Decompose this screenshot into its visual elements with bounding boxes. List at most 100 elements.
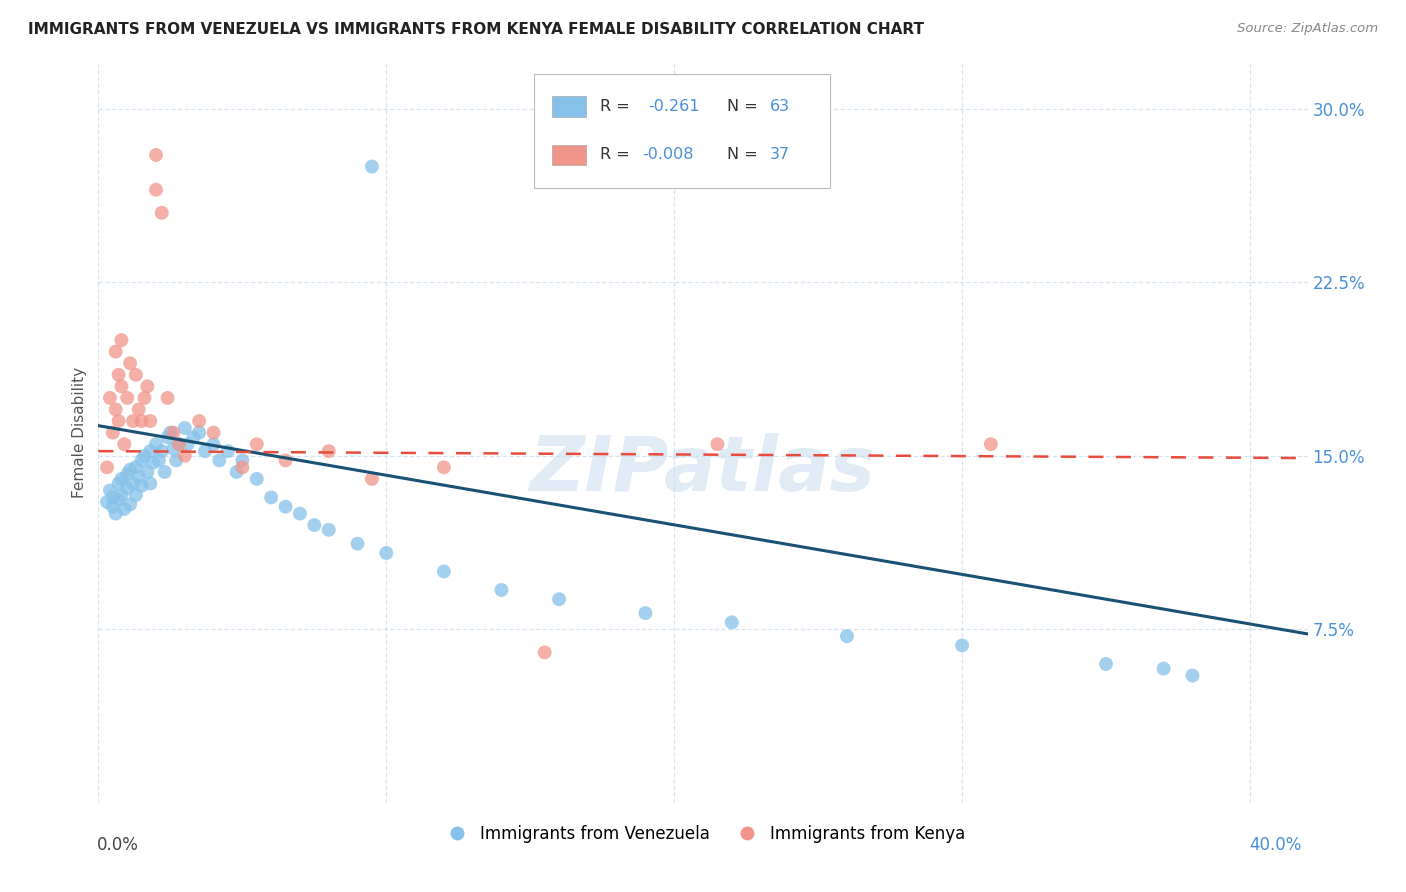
Point (110, 472, 132, 486)
Point (131, 479, 153, 493)
Point (162, 425, 184, 440)
Text: 0.0%: 0.0% (97, 836, 139, 855)
Point (980, 437, 1002, 451)
Point (165, 453, 187, 467)
Point (145, 148, 167, 162)
Point (433, 460, 456, 475)
Point (98, 391, 121, 405)
Text: 63: 63 (769, 99, 790, 114)
Point (150, 444, 173, 458)
Point (156, 391, 179, 405)
Point (491, 582, 513, 597)
Point (104, 507, 127, 521)
Point (375, 546, 398, 560)
Legend: Immigrants from Venezuela, Immigrants from Kenya: Immigrants from Venezuela, Immigrants fr… (434, 819, 972, 850)
Point (98, 483, 121, 498)
Point (156, 430, 179, 444)
Point (318, 523, 340, 537)
Point (134, 449, 156, 463)
Point (101, 425, 124, 440)
Point (1095, 657, 1118, 671)
Point (173, 449, 195, 463)
Point (202, 425, 225, 440)
Point (159, 425, 181, 440)
Point (153, 465, 176, 479)
Point (115, 481, 138, 495)
Text: IMMIGRANTS FROM VENEZUELA VS IMMIGRANTS FROM KENYA FEMALE DISABILITY CORRELATION: IMMIGRANTS FROM VENEZUELA VS IMMIGRANTS … (28, 22, 924, 37)
Point (139, 476, 162, 491)
Point (318, 444, 340, 458)
Point (115, 467, 138, 482)
Text: -0.261: -0.261 (648, 99, 700, 114)
Point (112, 502, 135, 516)
Point (188, 414, 211, 428)
Point (361, 160, 384, 174)
Point (110, 333, 132, 347)
Point (274, 500, 297, 514)
Point (288, 507, 311, 521)
Bar (551, 96, 586, 117)
Text: N =: N = (727, 99, 763, 114)
Point (104, 402, 127, 417)
Point (176, 437, 198, 451)
Point (208, 453, 231, 467)
Point (145, 183, 167, 197)
Point (548, 592, 571, 607)
Point (107, 414, 129, 428)
Point (188, 425, 211, 440)
Point (246, 437, 269, 451)
Point (131, 453, 153, 467)
Point (110, 379, 132, 393)
Point (107, 492, 129, 507)
Point (433, 565, 456, 579)
Point (183, 430, 205, 444)
Point (131, 414, 153, 428)
Point (139, 414, 162, 428)
Point (115, 391, 138, 405)
Point (122, 414, 145, 428)
Point (173, 421, 195, 435)
Point (112, 437, 135, 451)
Text: 40.0%: 40.0% (1250, 836, 1302, 855)
Point (96, 495, 118, 509)
Point (202, 437, 225, 451)
Point (101, 491, 124, 505)
Point (346, 536, 368, 550)
Point (120, 462, 142, 476)
Text: 37: 37 (769, 147, 790, 162)
Point (128, 402, 150, 417)
Point (634, 606, 657, 620)
Point (107, 476, 129, 491)
Point (107, 368, 129, 382)
Point (120, 356, 142, 370)
Point (142, 456, 165, 470)
Point (260, 491, 283, 505)
Point (125, 368, 148, 382)
Point (720, 615, 742, 630)
Point (120, 497, 142, 511)
Point (246, 472, 269, 486)
Point (162, 442, 184, 456)
Point (950, 639, 973, 653)
Point (1153, 662, 1175, 676)
Point (194, 444, 217, 458)
Point (167, 437, 190, 451)
Point (101, 500, 124, 514)
Point (139, 444, 162, 458)
Text: R =: R = (600, 99, 640, 114)
Point (136, 465, 159, 479)
Text: R =: R = (600, 147, 636, 162)
Point (835, 629, 858, 643)
Point (145, 437, 167, 451)
Text: -0.008: -0.008 (643, 147, 695, 162)
Point (304, 518, 326, 533)
Point (148, 453, 170, 467)
Point (122, 476, 145, 491)
Point (217, 444, 239, 458)
Point (104, 344, 127, 359)
Bar (551, 145, 586, 165)
Point (533, 645, 555, 659)
Point (125, 488, 148, 502)
Point (96, 460, 118, 475)
Text: N =: N = (727, 147, 763, 162)
